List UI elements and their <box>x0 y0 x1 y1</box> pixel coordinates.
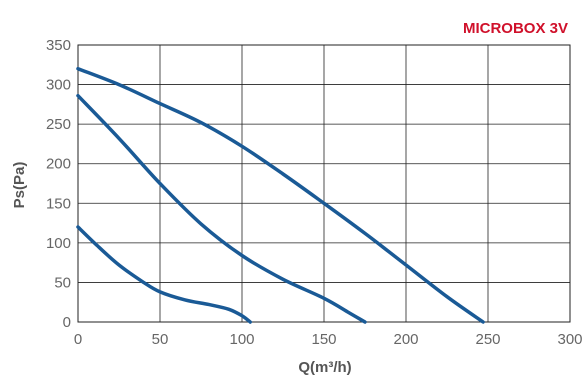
y-tick-label: 150 <box>46 195 71 212</box>
y-tick-label: 250 <box>46 116 71 133</box>
x-tick-label: 300 <box>557 331 582 348</box>
plot-area <box>77 44 571 323</box>
x-tick-label: 250 <box>475 331 500 348</box>
x-tick-label: 0 <box>74 331 82 348</box>
x-tick-label: 50 <box>152 331 169 348</box>
x-tick-label: 150 <box>311 331 336 348</box>
y-tick-label: 100 <box>46 235 71 252</box>
series-line-2 <box>76 93 367 324</box>
grid <box>77 44 571 323</box>
y-tick-label: 200 <box>46 156 71 173</box>
series-line-1 <box>76 66 485 324</box>
series-line-3 <box>76 225 252 324</box>
x-axis-ticks: 0 50 100 150 200 250 300 <box>74 331 583 348</box>
x-tick-label: 100 <box>229 331 254 348</box>
plot-frame <box>77 44 571 323</box>
x-tick-label: 200 <box>393 331 418 348</box>
y-tick-label: 50 <box>54 274 71 291</box>
x-axis-label: Q(m³/h) <box>298 359 351 376</box>
y-tick-label: 350 <box>46 37 71 54</box>
y-axis-ticks: 0 50 100 150 200 250 300 350 <box>46 37 71 331</box>
y-tick-label: 300 <box>46 77 71 94</box>
y-tick-label: 0 <box>63 314 71 331</box>
y-axis-label: Ps(Pa) <box>11 162 28 209</box>
chart-title: MICROBOX 3V <box>463 20 568 37</box>
series-lines <box>76 66 485 324</box>
